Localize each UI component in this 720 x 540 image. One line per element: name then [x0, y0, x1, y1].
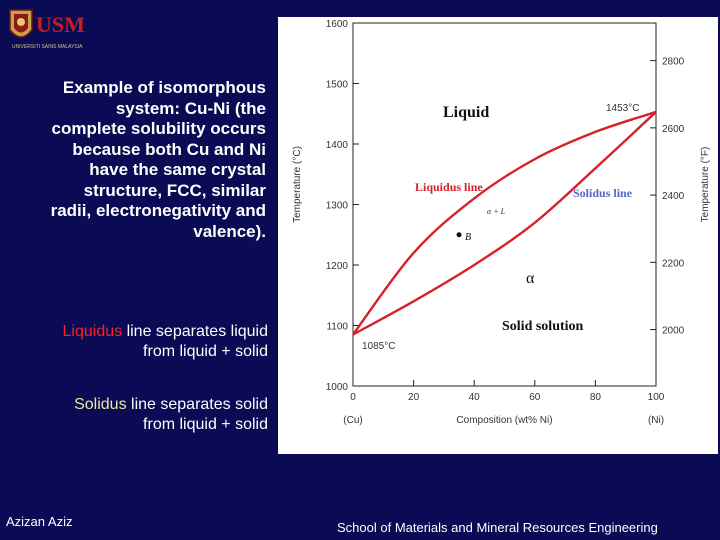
- y-tick-label: 1200: [326, 261, 349, 272]
- intro-line: structure, FCC, similar: [83, 180, 266, 200]
- cu-melting-label: 1085°C: [362, 341, 395, 352]
- liquidus-note: Liquidus line separates liquid from liqu…: [4, 322, 268, 361]
- liquidus-note-rest: line separates liquid: [122, 323, 268, 340]
- crest-icon: [9, 9, 33, 38]
- y-tick-label: 1400: [326, 140, 349, 151]
- y-right-tick-label: 2600: [662, 124, 685, 135]
- intro-line: valence).: [193, 221, 266, 241]
- author-name: Azizan Aziz: [6, 514, 73, 529]
- x-end-label-cu: (Cu): [343, 415, 362, 426]
- x-tick-label: 80: [590, 392, 602, 403]
- two-phase-label: α + L: [487, 207, 506, 216]
- y-tick-label: 1600: [326, 19, 349, 30]
- solidus-keyword: Solidus: [74, 396, 127, 413]
- logo-letters: USM: [36, 12, 85, 37]
- y-tick-label: 1000: [326, 382, 349, 393]
- intro-line: because both Cu and Ni: [72, 139, 266, 159]
- x-end-label-ni: (Ni): [648, 415, 664, 426]
- x-tick-label: 100: [648, 392, 665, 403]
- liquidus-note-line2: from liquid + solid: [143, 342, 268, 360]
- y-right-tick-label: 2800: [662, 57, 685, 68]
- solidus-note: Solidus line separates solid from liquid…: [4, 395, 268, 434]
- solidus-curve: [352, 111, 657, 336]
- y-axis-label: Temperature (°C): [292, 146, 303, 223]
- y-tick-label: 1100: [326, 322, 348, 333]
- liquidus-curve: [352, 110, 657, 336]
- phase-diagram: 1000 1100 1200 1300 1400 1500 1600 2000 2200 2400…: [278, 17, 718, 454]
- liquidus-line-label: Liquidus line: [415, 180, 483, 194]
- liquidus-keyword: Liquidus: [62, 323, 123, 340]
- intro-line: radii, electronegativity and: [50, 201, 266, 220]
- alpha-region-label: α: [526, 270, 535, 287]
- y-right-tick-label: 2000: [662, 326, 685, 337]
- y-right-tick-label: 2200: [662, 258, 685, 269]
- solid-solution-label: Solid solution: [502, 319, 584, 334]
- solidus-note-line2: from liquid + solid: [143, 415, 268, 433]
- x-tick-label: 20: [408, 392, 420, 403]
- y-right-tick-label: 2400: [662, 191, 685, 202]
- y-tick-label: 1300: [326, 201, 349, 212]
- liquid-region-label: Liquid: [443, 104, 489, 121]
- y-tick-label: 1500: [326, 80, 349, 91]
- intro-text: Example of isomorphous system: Cu-Ni (th…: [4, 78, 266, 242]
- x-tick-label: 60: [529, 392, 541, 403]
- intro-line: have the same crystal: [89, 160, 266, 179]
- x-tick-label: 0: [350, 392, 356, 403]
- logo-caption: UNIVERSITI SAINS MALAYSIA: [12, 44, 83, 50]
- point-b-marker: [456, 232, 462, 238]
- phase-diagram-svg: 1000110012001300140015001600200022002400…: [292, 19, 711, 426]
- x-axis-label: Composition (wt% Ni): [456, 415, 552, 426]
- y-right-axis-label: Temperature (°F): [700, 147, 711, 223]
- point-b-label: B: [465, 232, 471, 243]
- ni-melting-label: 1453°C: [606, 103, 639, 114]
- x-tick-label: 40: [469, 392, 481, 403]
- intro-line: system: Cu-Ni (the: [115, 98, 266, 118]
- usm-logo: USM UNIVERSITI SAINS MALAYSIA: [6, 4, 98, 50]
- intro-line: Example of isomorphous: [62, 78, 266, 97]
- school-name: School of Materials and Mineral Resource…: [337, 520, 658, 535]
- intro-line: complete solubility occurs: [51, 119, 266, 138]
- solidus-line-label: Solidus line: [573, 186, 633, 200]
- solidus-note-rest: line separates solid: [126, 396, 268, 413]
